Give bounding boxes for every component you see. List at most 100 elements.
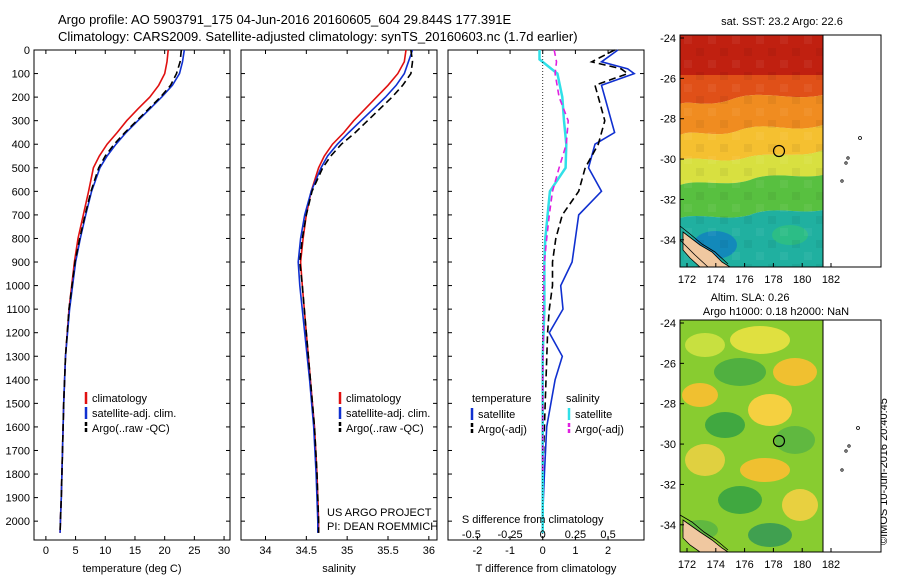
y-tick-label: 1700 <box>6 445 30 457</box>
series-line-argo-raw-qc- <box>59 49 183 533</box>
y-tick-label: 400 <box>12 139 30 151</box>
x-axis-label: temperature (deg C) <box>82 563 181 575</box>
x-tick-label: 25 <box>188 545 200 557</box>
x-tick-label: 20 <box>159 545 171 557</box>
map-lon-label: 176 <box>735 559 753 571</box>
y-tick-label: 1000 <box>6 281 30 293</box>
sla-map-title-2: Argo h1000: 0.18 h2000: NaN <box>703 306 849 318</box>
x-tick-label: 0 <box>43 545 49 557</box>
series-line-temperature-argo-adj- <box>541 49 630 533</box>
top-tick-label: 0.5 <box>600 529 615 541</box>
top-tick-label: 0.25 <box>565 529 586 541</box>
credit-line-2: PI: DEAN ROEMMICH <box>327 521 438 533</box>
map-lat-label: -24 <box>660 33 676 45</box>
title-line-1: Argo profile: AO 5903791_175 04-Jun-2016… <box>58 12 512 27</box>
map-lon-label: 174 <box>707 274 725 286</box>
y-tick-label: 600 <box>12 186 30 198</box>
sla-map <box>679 319 882 553</box>
argo-float-marker-top <box>772 144 786 158</box>
y-tick-label: 1600 <box>6 422 30 434</box>
y-tick-label: 2000 <box>6 516 30 528</box>
y-tick-label: 1200 <box>6 328 30 340</box>
series-line-salinity-satellite <box>538 50 568 533</box>
temperature-panel <box>33 49 231 541</box>
y-tick-label: 500 <box>12 163 30 175</box>
top-axis-label: S difference from climatology <box>462 514 604 526</box>
y-tick-label: 1500 <box>6 398 30 410</box>
y-tick-label: 700 <box>12 210 30 222</box>
legend-title: salinity <box>566 393 600 405</box>
legend-label: Argo(-adj) <box>478 424 527 436</box>
map-lat-label: -26 <box>660 73 676 85</box>
y-tick-label: 1100 <box>6 304 30 316</box>
x-tick-label: 5 <box>73 545 79 557</box>
title-line-2: Climatology: CARS2009. Satellite-adjuste… <box>58 29 578 44</box>
y-tick-label: 1800 <box>6 469 30 481</box>
series-line-satellite-adj-clim- <box>297 49 414 533</box>
sst-map-title: sat. SST: 23.2 Argo: 22.6 <box>721 16 843 28</box>
x-tick-label: 30 <box>218 545 230 557</box>
map-lat-label: -30 <box>660 439 676 451</box>
sst-map <box>679 34 882 268</box>
y-tick-label: 200 <box>12 92 30 104</box>
credit-line-1: US ARGO PROJECT <box>327 507 432 519</box>
map-lon-label: 178 <box>764 274 782 286</box>
x-tick-label: 15 <box>129 545 141 557</box>
top-tick-label: -0.5 <box>462 529 481 541</box>
map-lon-label: 172 <box>678 274 696 286</box>
map-lon-label: 180 <box>793 559 811 571</box>
difference-panel <box>447 49 645 541</box>
x-axis-label: salinity <box>322 563 356 575</box>
map-lon-label: 182 <box>822 274 840 286</box>
y-tick-label: 800 <box>12 233 30 245</box>
legend-label: satellite-adj. clim. <box>92 408 176 420</box>
map-lon-label: 174 <box>707 559 725 571</box>
x-tick-label: 35 <box>341 545 353 557</box>
legend-label: satellite <box>575 409 612 421</box>
y-tick-label: 1400 <box>6 375 30 387</box>
legend-title: temperature <box>472 393 531 405</box>
y-tick-label: 100 <box>12 69 30 81</box>
x-tick-label: 0 <box>540 545 546 557</box>
map-lon-label: 182 <box>822 559 840 571</box>
map-lat-label: -34 <box>660 235 676 247</box>
y-tick-label: 900 <box>12 257 30 269</box>
map-lat-label: -32 <box>660 194 676 206</box>
x-axis-label: T difference from climatology <box>476 563 617 575</box>
x-tick-label: 1 <box>572 545 578 557</box>
x-tick-label: 34 <box>259 545 271 557</box>
y-tick-label: 0 <box>24 45 30 57</box>
x-tick-label: 36 <box>423 545 435 557</box>
top-tick-label: 0 <box>540 529 546 541</box>
series-line-climatology <box>59 49 169 533</box>
x-tick-label: 2 <box>605 545 611 557</box>
map-lat-label: -28 <box>660 114 676 126</box>
x-tick-label: 34.5 <box>296 545 317 557</box>
map-lon-label: 180 <box>793 274 811 286</box>
sla-map-title-1: Altim. SLA: 0.26 <box>711 292 790 304</box>
legend-label: Argo(..raw -QC) <box>92 423 170 435</box>
map-lat-label: -24 <box>660 318 676 330</box>
x-tick-label: -2 <box>473 545 483 557</box>
series-line-argo-raw-qc- <box>298 49 414 533</box>
map-lat-label: -34 <box>660 520 676 532</box>
map-lon-label: 178 <box>764 559 782 571</box>
x-tick-label: -1 <box>505 545 515 557</box>
salinity-panel <box>240 49 438 541</box>
y-tick-label: 1900 <box>6 493 30 505</box>
series-line-satellite-adj-clim- <box>59 49 186 533</box>
legend-label: satellite <box>478 409 515 421</box>
legend-label: climatology <box>346 393 402 405</box>
top-tick-label: -0.25 <box>498 529 523 541</box>
map-lon-label: 176 <box>735 274 753 286</box>
legend-label: Argo(..raw -QC) <box>346 423 424 435</box>
map-lat-label: -32 <box>660 479 676 491</box>
map-lat-label: -26 <box>660 358 676 370</box>
y-tick-label: 1300 <box>6 351 30 363</box>
argo-float-marker-bottom <box>772 434 786 448</box>
series-line-climatology <box>299 49 407 533</box>
legend-label: satellite-adj. clim. <box>346 408 430 420</box>
map-lon-label: 172 <box>678 559 696 571</box>
legend-label: Argo(-adj) <box>575 424 624 436</box>
